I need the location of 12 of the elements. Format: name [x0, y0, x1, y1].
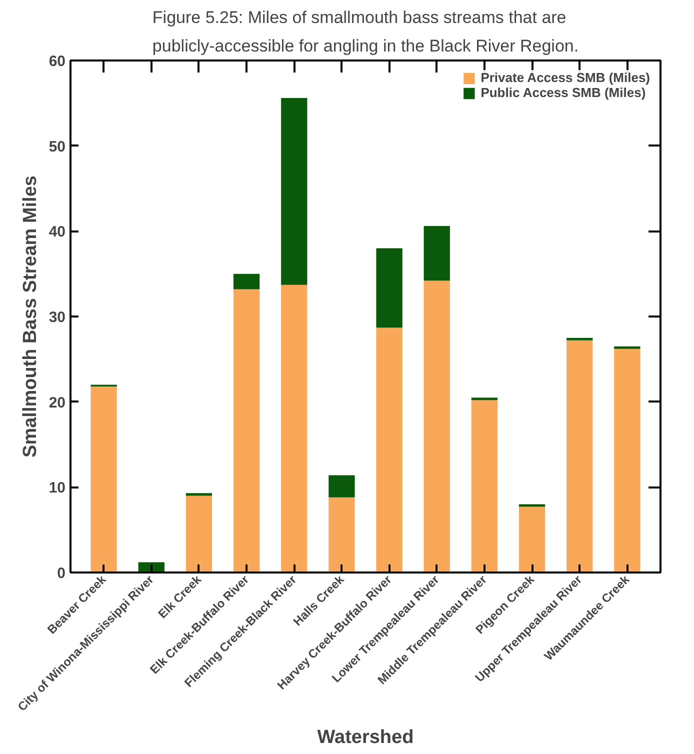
y-tick-label: 20 [48, 394, 66, 412]
y-axis-title: Smallmouth Bass Stream Miles [20, 176, 41, 458]
y-tick-label: 0 [57, 565, 66, 582]
chart-title: Figure 5.25: Miles of smallmouth bass streams that are publicly-accessible for angling in the Black River Region. [152, 8, 579, 56]
y-tick-label: 10 [48, 480, 66, 497]
legend-label: Private Access SMB (Miles) [480, 70, 650, 85]
x-axis-title: Watershed [317, 726, 414, 748]
y-tick-label: 40 [48, 224, 66, 241]
y-tick-label: 60 [48, 53, 66, 70]
y-tick-label: 30 [48, 309, 66, 326]
y-tick-label: 50 [48, 138, 66, 156]
legend-label: Public Access SMB (Miles) [480, 85, 646, 100]
